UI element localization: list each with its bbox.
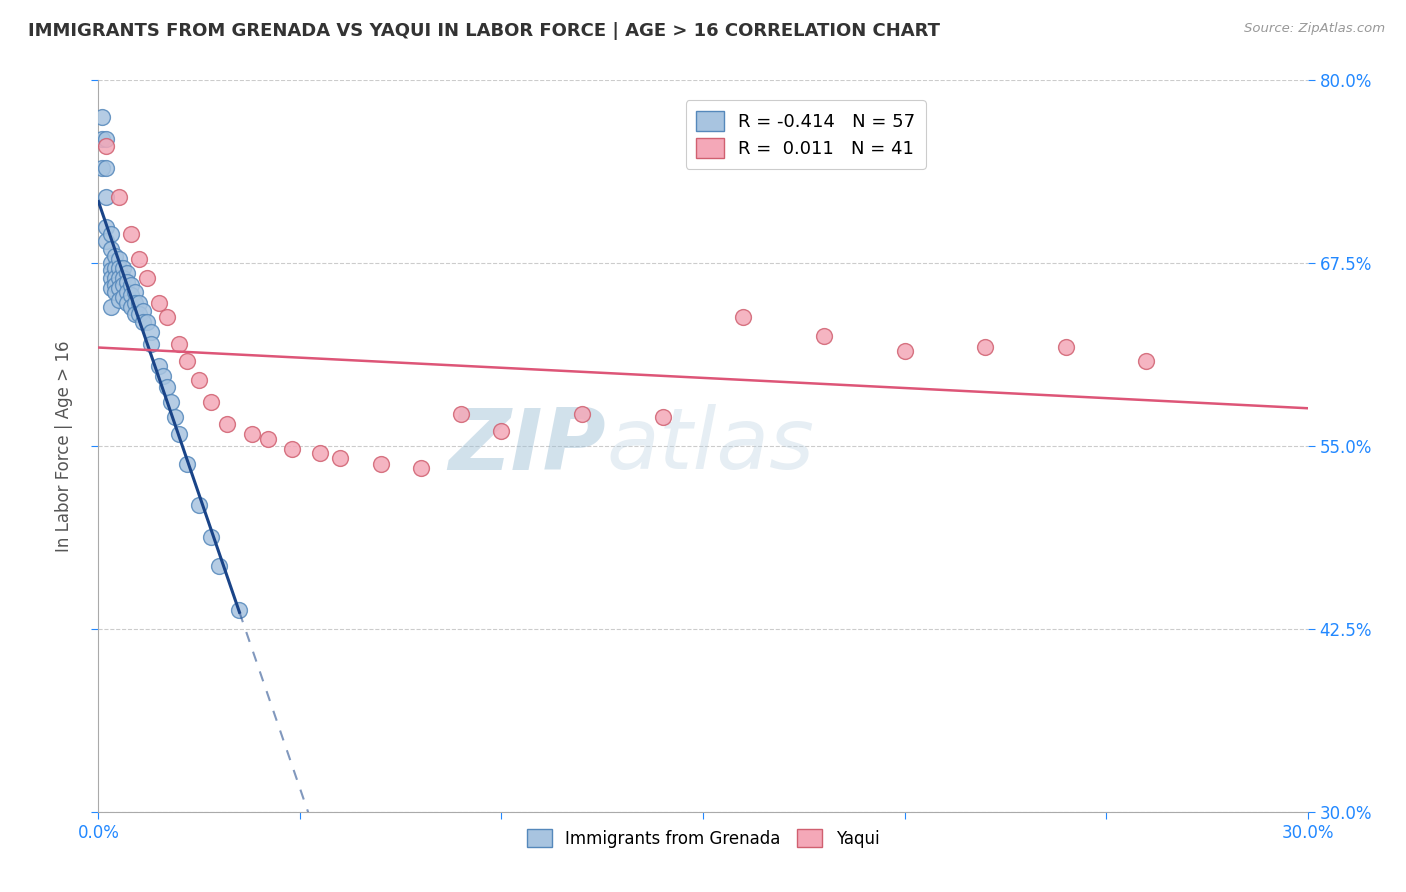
Point [974,339,997,353]
Text: IMMIGRANTS FROM GRENADA VS YAQUI IN LABOR FORCE | AGE > 16 CORRELATION CHART: IMMIGRANTS FROM GRENADA VS YAQUI IN LABO… [28,22,941,40]
Legend: Immigrants from Grenada, Yaqui: Immigrants from Grenada, Yaqui [520,822,886,855]
Point [120,300,142,314]
Point [491,425,513,439]
Point [733,310,755,325]
Point [128,252,150,266]
Point [120,278,142,293]
Point [115,285,138,300]
Point [96,132,118,146]
Point [813,329,835,343]
Point [156,380,179,394]
Point [120,227,142,241]
Point [176,457,198,471]
Point [115,295,138,310]
Point [128,307,150,321]
Point [96,219,118,234]
Point [115,266,138,280]
Point [450,407,472,421]
Point [103,249,125,263]
Point [111,278,134,293]
Point [188,373,211,387]
Point [188,498,211,512]
Point [124,295,146,310]
Point [107,190,129,204]
Point [91,161,114,175]
Point [100,270,122,285]
Point [1054,339,1077,353]
Point [100,281,122,295]
Point [256,432,278,446]
Point [176,354,198,368]
Point [115,275,138,289]
Point [148,359,170,373]
Point [370,457,392,471]
Point [571,407,593,421]
Point [200,395,222,409]
Point [135,315,157,329]
Point [91,110,114,124]
Point [167,427,190,442]
Point [128,295,150,310]
Point [156,310,179,325]
Point [107,252,129,266]
Point [309,446,332,460]
Point [107,281,129,295]
Point [100,300,122,314]
Y-axis label: In Labor Force | Age > 16: In Labor Force | Age > 16 [55,340,73,552]
Point [152,368,174,383]
Point [124,307,146,321]
Point [107,270,129,285]
Point [240,427,263,442]
Point [132,304,155,318]
Point [139,325,162,339]
Text: atlas: atlas [606,404,814,488]
Point [107,293,129,307]
Point [228,603,250,617]
Point [200,530,222,544]
Point [135,270,157,285]
Point [1135,354,1157,368]
Point [124,285,146,300]
Point [96,161,118,175]
Point [107,260,129,275]
Point [329,450,352,465]
Point [651,409,673,424]
Point [103,260,125,275]
Point [100,242,122,256]
Text: Source: ZipAtlas.com: Source: ZipAtlas.com [1244,22,1385,36]
Point [103,285,125,300]
Point [111,270,134,285]
Text: ZIP: ZIP [449,404,606,488]
Point [100,256,122,270]
Point [409,461,432,475]
Point [96,190,118,204]
Point [893,343,915,358]
Point [120,288,142,302]
Point [148,295,170,310]
Point [163,409,186,424]
Point [160,395,183,409]
Point [103,278,125,293]
Point [217,417,239,431]
Point [91,132,114,146]
Point [167,336,190,351]
Point [103,270,125,285]
Point [100,263,122,277]
Point [100,227,122,241]
Point [111,260,134,275]
Point [132,315,155,329]
Point [208,558,231,573]
Point [96,139,118,153]
Point [139,336,162,351]
Point [111,290,134,304]
Point [96,234,118,248]
Point [281,442,304,456]
